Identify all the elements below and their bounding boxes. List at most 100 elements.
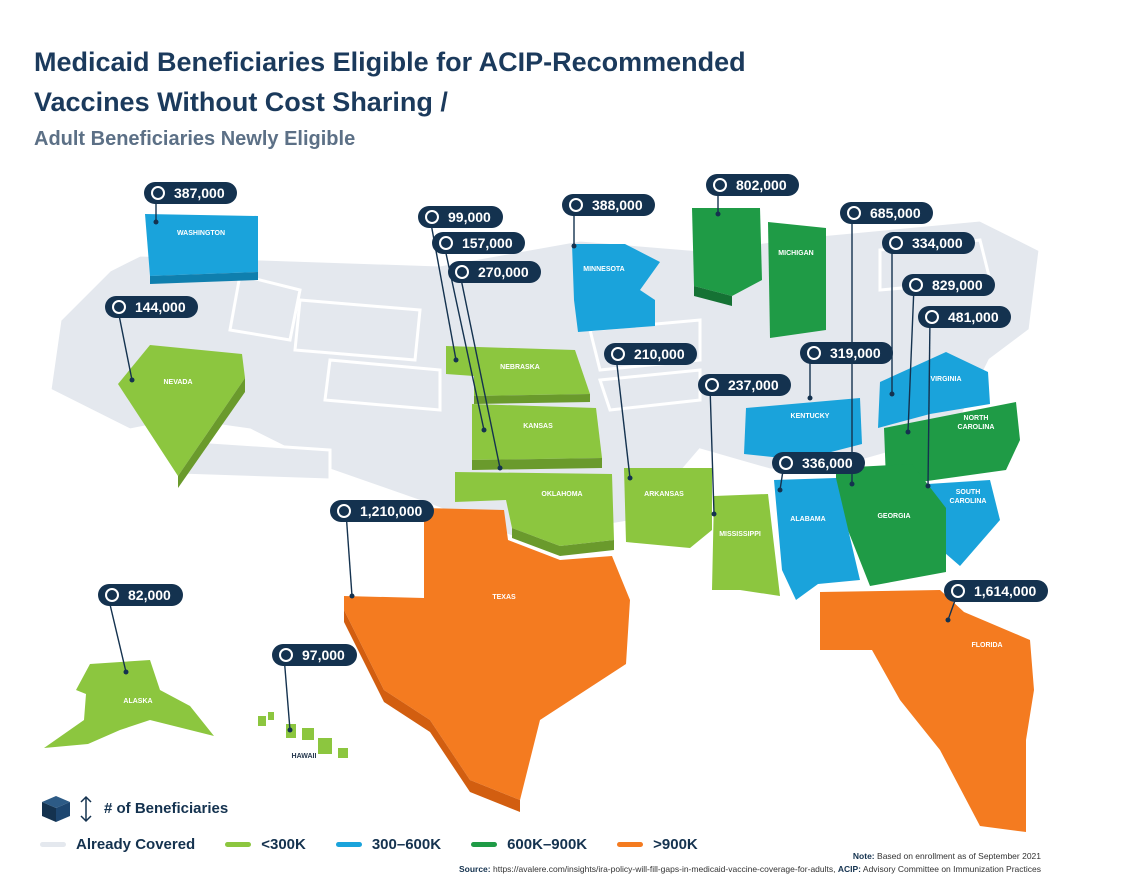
state-mississippi	[712, 494, 780, 596]
callout-alabama: 336,000	[772, 452, 865, 474]
callout-value: 99,000	[448, 209, 491, 225]
label-oklahoma: OKLAHOMA	[541, 491, 583, 498]
label-south-carolina: SOUTH CAROLINA	[949, 489, 987, 505]
callout-texas: 1,210,000	[330, 500, 435, 522]
label-kansas: KANSAS	[523, 423, 553, 430]
state-georgia	[836, 464, 946, 586]
callout-ring-icon	[925, 310, 939, 324]
label-nevada: NEVADA	[163, 379, 193, 386]
state-nevada	[118, 345, 245, 488]
title-line-1: Medicaid Beneficiaries Eligible for ACIP…	[34, 47, 746, 77]
callout-value: 387,000	[174, 185, 225, 201]
callout-nebraska: 99,000	[418, 206, 503, 228]
label-texas: TEXAS	[492, 594, 516, 601]
callout-ring-icon	[337, 504, 351, 518]
height-arrow-icon	[80, 795, 92, 823]
callout-florida: 1,614,000	[944, 580, 1049, 602]
callout-ring-icon	[611, 347, 625, 361]
label-hawaii: HAWAII	[291, 753, 317, 760]
callout-value: 319,000	[830, 345, 881, 361]
label-georgia: GEORGIA	[877, 513, 911, 520]
callout-michigan: 802,000	[706, 174, 799, 196]
callout-arkansas: 210,000	[604, 343, 697, 365]
callout-value: 685,000	[870, 205, 921, 221]
legend-item-300-600: 300–600K	[335, 836, 441, 853]
label-mississippi: MISSISSIPPI	[719, 531, 761, 538]
callout-value: 336,000	[802, 455, 853, 471]
state-oklahoma	[455, 472, 614, 556]
callout-ring-icon	[105, 588, 119, 602]
acip-text: Advisory Committee on Immunization Pract…	[862, 864, 1041, 874]
callout-ring-icon	[439, 236, 453, 250]
label-florida: FLORIDA	[971, 642, 1003, 649]
callout-ring-icon	[951, 584, 965, 598]
acip-label: ACIP:	[837, 864, 861, 874]
callout-ring-icon	[569, 198, 583, 212]
legend-item-600-900: 600K–900K	[471, 836, 587, 853]
legend-height-label: # of Beneficiaries	[104, 800, 229, 817]
note-label: Note:	[852, 851, 875, 861]
state-arkansas	[624, 468, 712, 548]
callout-hawaii: 97,000	[272, 644, 357, 666]
callout-ring-icon	[112, 300, 126, 314]
callout-value: 829,000	[932, 277, 983, 293]
label-michigan: MICHIGAN	[778, 250, 814, 257]
callout-value: 97,000	[302, 647, 345, 663]
callout-oklahoma: 270,000	[448, 261, 541, 283]
callout-ring-icon	[909, 278, 923, 292]
legend-label: 600K–900K	[507, 836, 588, 853]
callout-ring-icon	[807, 346, 821, 360]
callout-ring-icon	[705, 378, 719, 392]
callout-north-carolina: 829,000	[902, 274, 995, 296]
callout-virginia: 334,000	[882, 232, 975, 254]
state-kentucky	[744, 398, 862, 460]
callout-ring-icon	[779, 456, 793, 470]
legend-item-covered: Already Covered	[40, 836, 195, 853]
legend-swatch	[471, 842, 498, 847]
source-link[interactable]: https://avalere.com/insights/ira-policy-…	[493, 864, 836, 874]
callout-value: 802,000	[736, 177, 787, 193]
state-kansas	[472, 404, 602, 470]
callout-value: 237,000	[728, 377, 779, 393]
callout-kansas: 157,000	[432, 232, 525, 254]
footnote: Note: Based on enrollment as of Septembe…	[459, 850, 1041, 876]
callout-ring-icon	[151, 186, 165, 200]
callout-ring-icon	[889, 236, 903, 250]
callout-ring-icon	[455, 265, 469, 279]
legend-label: <300K	[261, 836, 306, 853]
callout-kentucky: 319,000	[800, 342, 893, 364]
state-alaska	[44, 660, 214, 748]
legend-label: >900K	[653, 836, 698, 853]
note-text: Based on enrollment as of September 2021	[877, 851, 1041, 861]
callout-mississippi: 237,000	[698, 374, 791, 396]
callout-ring-icon	[425, 210, 439, 224]
chart-title: Medicaid Beneficiaries Eligible for ACIP…	[34, 42, 746, 122]
leader-dots	[123, 211, 951, 733]
chart-subtitle: Adult Beneficiaries Newly Eligible	[34, 128, 356, 150]
callout-minnesota: 388,000	[562, 194, 655, 216]
state-minnesota	[572, 244, 660, 332]
legend-label: Already Covered	[76, 836, 196, 853]
callout-value: 157,000	[462, 235, 513, 251]
callout-value: 334,000	[912, 235, 963, 251]
label-virginia: VIRGINIA	[930, 376, 962, 383]
legend-swatch	[40, 842, 66, 847]
label-kentucky: KENTUCKY	[790, 413, 830, 420]
callout-washington: 387,000	[144, 182, 237, 204]
state-texas	[344, 508, 630, 812]
label-nebraska: NEBRASKA	[500, 364, 540, 371]
cube-icon	[42, 796, 70, 822]
legend-swatch	[225, 842, 252, 847]
label-alaska: ALASKA	[123, 698, 153, 705]
label-minnesota: MINNESOTA	[583, 266, 625, 273]
callout-value: 270,000	[478, 264, 529, 280]
callout-value: 388,000	[592, 197, 643, 213]
callout-nevada: 144,000	[105, 296, 198, 318]
label-alabama: ALABAMA	[790, 516, 826, 523]
source-label: Source:	[458, 864, 491, 874]
legend-swatch	[617, 842, 644, 847]
state-alabama	[774, 478, 860, 600]
note-line: Note: Based on enrollment as of Septembe…	[459, 850, 1041, 863]
callout-georgia: 685,000	[840, 202, 933, 224]
